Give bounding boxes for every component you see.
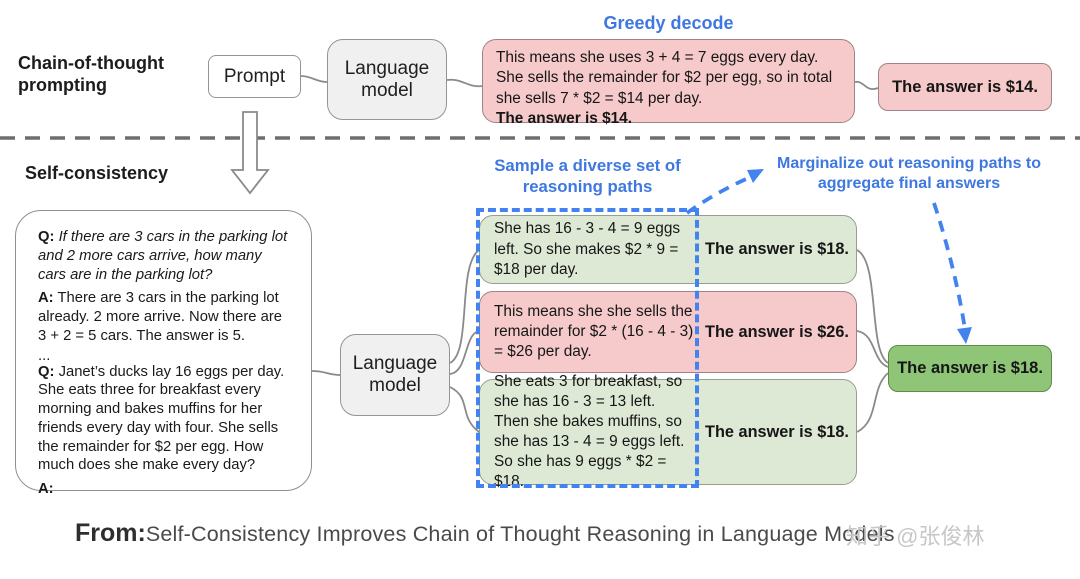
prompt-question-1: Q: If there are 3 cars in the parking lo… xyxy=(38,228,291,284)
cot-output-bubble: This means she uses 3 + 4 = 7 eggs every… xyxy=(482,39,855,127)
caption-from: From: xyxy=(75,519,146,547)
prompt-answer-2: A: xyxy=(38,480,291,499)
zhihu-watermark: 知乎 @张俊林 xyxy=(846,524,985,549)
q1-text: If there are 3 cars in the parking lot a… xyxy=(38,229,288,283)
sampled-paths-dashed-outline xyxy=(476,208,699,488)
sc-prompt-bubble: Q: If there are 3 cars in the parking lo… xyxy=(15,210,312,497)
q2-label: Q: xyxy=(38,363,55,380)
cot-output-answer: The answer is $14. xyxy=(496,109,633,127)
a1-label: A: xyxy=(38,290,54,307)
path2-reasoning: This means she she sells the remainder f… xyxy=(494,302,694,360)
wire-model-to-path2 xyxy=(449,330,480,375)
path2-answer: The answer is $26. xyxy=(705,322,849,341)
marginalize-label: Marginalize out reasoning paths to aggre… xyxy=(776,155,1042,192)
sample-paths-label: Sample a diverse set of reasoning paths xyxy=(494,156,681,196)
q1-label: Q: xyxy=(38,229,55,245)
cot-output-text: This means she uses 3 + 4 = 7 eggs every… xyxy=(496,49,833,107)
cot-final-answer-box: The answer is $14. xyxy=(878,63,1052,111)
prompt-box: Prompt xyxy=(208,55,301,98)
reasoning-path-row: She has 16 - 3 - 4 = 9 eggs left. So she… xyxy=(479,215,857,284)
reasoning-path-row: This means she she sells the remainder f… xyxy=(479,291,857,373)
wire-model-to-output xyxy=(446,78,483,88)
greedy-decode-label: Greedy decode xyxy=(603,13,734,33)
path1-reasoning: She has 16 - 3 - 4 = 9 eggs left. So she… xyxy=(494,220,681,278)
cot-section-label: Chain-of-thought prompting xyxy=(18,53,164,95)
sc-section-label: Self-consistency xyxy=(25,163,169,183)
language-model-box-top: Language model xyxy=(327,39,447,120)
language-model-box-sc: Language model xyxy=(340,334,450,416)
wire-prompt-to-model xyxy=(300,75,328,83)
a1-text: There are 3 cars in the parking lot alre… xyxy=(38,290,282,344)
wire-output-to-answer xyxy=(854,80,879,90)
a2-label: A: xyxy=(38,481,54,498)
sc-final-answer-box: The answer is $18. xyxy=(888,345,1052,392)
caption-title: Self-Consistency Improves Chain of Thoug… xyxy=(145,522,895,546)
prompt-answer-1: A: There are 3 cars in the parking lot a… xyxy=(38,289,291,345)
wire-path1-to-final xyxy=(856,249,889,364)
wire-model-to-path3 xyxy=(449,386,480,433)
arrow-marginalize-to-final xyxy=(932,202,967,331)
wire-prompt-to-model-sc xyxy=(311,370,341,376)
prompt-ellipsis: ... xyxy=(38,347,51,364)
figure-caption: From:Self-Consistency Improves Chain of … xyxy=(75,519,895,548)
wire-path2-to-final xyxy=(856,330,889,368)
prompt-question-2: Q: Janet’s ducks lay 16 eggs per day. Sh… xyxy=(38,363,291,476)
arrowhead-down-icon xyxy=(957,327,972,344)
path3-reasoning: She eats 3 for breakfast, so she has 16 … xyxy=(494,372,685,491)
path3-answer: The answer is $18. xyxy=(705,422,849,441)
wire-model-to-path1 xyxy=(449,249,480,364)
path1-answer: The answer is $18. xyxy=(705,240,849,258)
q2-text: Janet’s ducks lay 16 eggs per day. She e… xyxy=(38,363,285,474)
wire-path3-to-final xyxy=(856,372,889,433)
